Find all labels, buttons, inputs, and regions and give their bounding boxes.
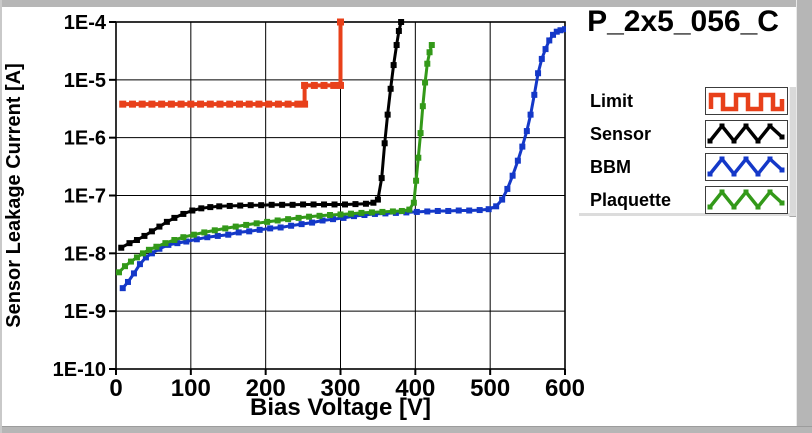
svg-text:1E-8: 1E-8 — [64, 243, 106, 265]
plot-legend: Limit Sensor BBM Plaquette — [590, 87, 788, 214]
svg-text:300: 300 — [320, 375, 360, 402]
plot-title: P_2x5_056_C — [587, 5, 779, 38]
svg-text:0: 0 — [109, 375, 122, 402]
legend-swatch-bbm[interactable] — [705, 153, 788, 181]
svg-text:100: 100 — [171, 375, 211, 402]
legend-label-limit: Limit — [590, 90, 633, 111]
triangle-wave-icon — [707, 123, 785, 144]
series-limit — [119, 18, 344, 108]
y-axis-title: Sensor Leakage Current [A] — [3, 63, 25, 328]
series-bbm — [119, 26, 566, 292]
window-frame-top — [0, 0, 812, 7]
square-wave-icon — [708, 92, 785, 112]
svg-text:400: 400 — [395, 375, 435, 402]
svg-text:200: 200 — [246, 375, 286, 402]
window-frame-bottom — [0, 426, 812, 433]
gridlines — [109, 21, 566, 375]
legend-item-plaquette[interactable]: Plaquette — [590, 186, 788, 214]
legend-swatch-limit[interactable] — [705, 87, 788, 115]
legend-panel-edge — [789, 87, 796, 217]
legend-item-sensor[interactable]: Sensor — [590, 120, 788, 148]
legend-swatch-sensor[interactable] — [705, 120, 788, 148]
svg-text:1E-5: 1E-5 — [64, 70, 106, 92]
series-plaquette — [115, 42, 435, 276]
x-axis-title: Bias Voltage [V] — [250, 394, 431, 421]
series-sensor — [118, 19, 405, 251]
svg-text:1E-10: 1E-10 — [53, 359, 106, 381]
svg-text:1E-4: 1E-4 — [64, 12, 107, 34]
triangle-wave-icon — [707, 189, 785, 210]
triangle-wave-icon — [707, 156, 785, 177]
svg-text:1E-7: 1E-7 — [64, 186, 106, 208]
window-frame-left — [0, 0, 2, 433]
svg-text:1E-6: 1E-6 — [64, 128, 106, 150]
legend-label-plaquette: Plaquette — [590, 189, 672, 210]
window-frame-right — [796, 0, 812, 433]
legend-label-bbm: BBM — [590, 156, 631, 177]
svg-text:500: 500 — [470, 375, 510, 402]
legend-item-bbm[interactable]: BBM — [590, 153, 788, 181]
legend-swatch-plaquette[interactable] — [705, 186, 788, 214]
svg-text:600: 600 — [545, 375, 585, 402]
axis-tick-labels: 1E-4 1E-5 1E-6 1E-7 1E-8 1E-9 1E-100 100 200 300 4… — [53, 12, 585, 402]
legend-item-limit[interactable]: Limit — [590, 87, 788, 115]
legend-panel-shadow — [579, 213, 795, 216]
legend-label-sensor: Sensor — [590, 123, 652, 144]
svg-text:1E-9: 1E-9 — [64, 301, 106, 323]
